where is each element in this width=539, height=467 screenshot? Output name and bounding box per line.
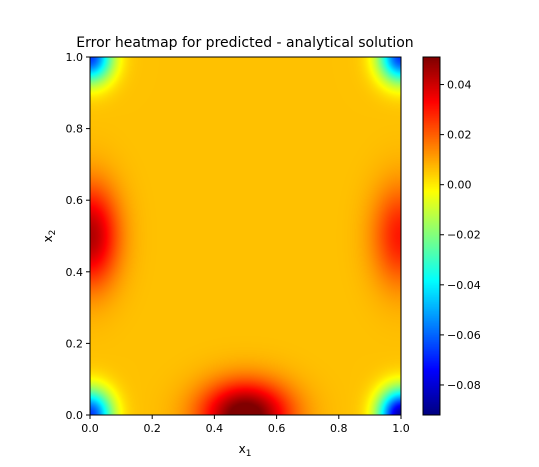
colorbar-frame bbox=[422, 56, 441, 416]
x-tick-label: 0.8 bbox=[330, 422, 348, 435]
colorbar-tick-label: 0.02 bbox=[447, 129, 472, 142]
x-axis-label: x1 bbox=[239, 442, 252, 459]
y-tick-label: 0.4 bbox=[66, 266, 84, 279]
colorbar-tick-label: 0.00 bbox=[447, 179, 472, 192]
colorbar-tick-label: −0.08 bbox=[447, 379, 481, 392]
y-tick-label: 1.0 bbox=[66, 51, 84, 64]
colorbar-tick-label: −0.06 bbox=[447, 329, 481, 342]
x-tick-label: 1.0 bbox=[392, 422, 410, 435]
x-tick-label: 0.2 bbox=[143, 422, 161, 435]
y-tick-label: 0.6 bbox=[66, 194, 84, 207]
colorbar-ticks: 0.04 0.02 0.00 −0.02 −0.04 −0.06 −0.08 bbox=[440, 79, 481, 392]
heatmap-canvas bbox=[90, 57, 401, 415]
heatmap-plot-area bbox=[89, 56, 402, 416]
plot-frame bbox=[89, 56, 402, 416]
y-tick-label: 0.8 bbox=[66, 123, 84, 136]
colorbar-tick-label: 0.04 bbox=[447, 79, 472, 92]
x-axis: 0.0 0.2 0.4 0.6 0.8 1.0 bbox=[81, 415, 410, 435]
x-tick-label: 0.6 bbox=[268, 422, 286, 435]
colorbar-tick-label: −0.04 bbox=[447, 279, 481, 292]
y-axis-label: x2 bbox=[41, 230, 58, 243]
y-tick-label: 0.0 bbox=[66, 409, 84, 422]
colorbar: 0.04 0.02 0.00 −0.02 −0.04 −0.06 −0.08 bbox=[422, 56, 481, 416]
chart-title: Error heatmap for predicted - analytical… bbox=[76, 35, 413, 51]
x-tick-label: 0.4 bbox=[206, 422, 224, 435]
colorbar-tick-label: −0.02 bbox=[447, 229, 481, 242]
colorbar-gradient bbox=[423, 57, 440, 415]
y-tick-label: 0.2 bbox=[66, 337, 84, 350]
x-tick-label: 0.0 bbox=[81, 422, 99, 435]
y-axis: 0.0 0.2 0.4 0.6 0.8 1.0 bbox=[66, 51, 90, 422]
